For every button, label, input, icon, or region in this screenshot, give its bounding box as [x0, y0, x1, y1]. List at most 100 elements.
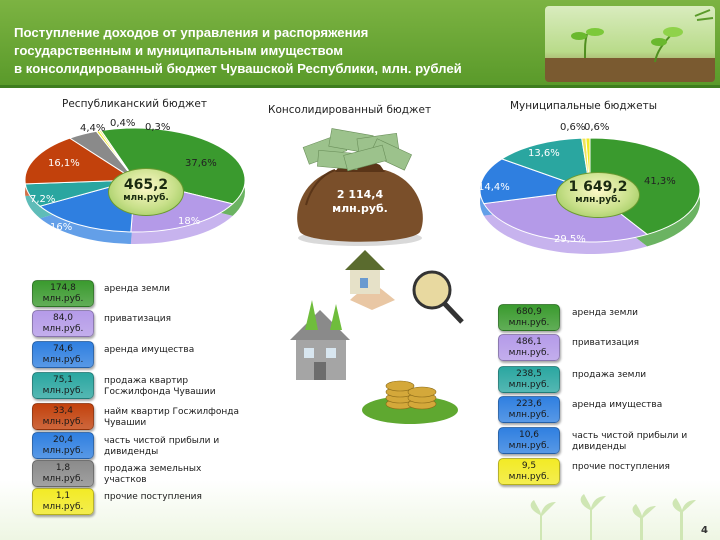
title-line-2: государственным и муниципальным имуществ…	[14, 43, 344, 58]
mun-tile-value: 238,5	[516, 369, 542, 379]
mun-value-tile: 9,5 млн.руб.	[498, 458, 560, 485]
rep-tile-unit: млн.руб.	[42, 324, 84, 334]
page-number: 4	[701, 525, 708, 536]
mun-value-tile: 10,6 млн.руб.	[498, 427, 560, 454]
rep-slice	[98, 130, 136, 181]
rep-value-tile: 1,1 млн.руб.	[32, 488, 94, 515]
mun-value-tile: 238,5 млн.руб.	[498, 366, 560, 393]
mun-tile-unit: млн.руб.	[508, 410, 550, 420]
seedling-illustration	[545, 9, 715, 82]
consolidated-amount: 2 114,4	[336, 188, 384, 201]
rep-slice	[24, 137, 137, 185]
mun-tile-value: 680,9	[516, 307, 542, 317]
rep-tile-value: 20,4	[52, 435, 74, 445]
rep-item-description: найм квартир Госжилфонда Чувашии	[104, 407, 240, 428]
rep-slice-label-0: 37,6%	[185, 158, 217, 169]
rep-item-description: приватизация	[104, 314, 172, 324]
rep-item-description: часть чистой прибыли и дивиденды	[104, 436, 220, 457]
mun-value-tile: 223,6 млн.руб.	[498, 396, 560, 423]
rep-value-tile: 84,0 млн.руб.	[32, 310, 94, 337]
republican-total-badge: 465,2 млн.руб.	[108, 168, 184, 216]
rep-value-tile: 1,8 млн.руб.	[32, 460, 94, 487]
rep-slice-label-2: 16%	[50, 222, 73, 233]
mun-value-tile: 680,9 млн.руб.	[498, 304, 560, 331]
rep-tile-value: 84,0	[52, 313, 74, 323]
title-line-3: в консолидированный бюджет Чувашской Рес…	[14, 61, 462, 76]
mun-item-description: приватизация	[572, 338, 640, 348]
rep-value-tile: 20,4 млн.руб.	[32, 432, 94, 459]
republican-budget-title: Республиканский бюджет	[62, 98, 208, 110]
municipal-total-badge: 1 649,2 млн.руб.	[556, 172, 640, 218]
coins-magnifier-icon	[412, 270, 464, 324]
rep-slice-label-1: 18%	[178, 216, 201, 227]
rep-item-description: прочие поступления	[104, 492, 202, 502]
mun-slice-label-2: 14,4%	[478, 182, 510, 193]
mun-value-tile: 486,1 млн.руб.	[498, 334, 560, 361]
mun-slice-label-1: 29,5%	[554, 234, 586, 245]
rep-item-description: продажа квартир Госжилфонда Чувашии	[104, 376, 216, 397]
rep-tile-unit: млн.руб.	[42, 417, 84, 427]
rep-item-description: продажа земельных участков	[104, 464, 202, 485]
rep-tile-unit: млн.руб.	[42, 355, 84, 365]
mun-tile-value: 10,6	[518, 430, 540, 440]
mun-slice	[500, 137, 591, 191]
mun-slice-label-4: 0,6%	[560, 122, 586, 133]
rep-value-tile: 33,4 млн.руб.	[32, 403, 94, 430]
rep-item-description: аренда земли	[104, 284, 170, 294]
rep-tile-unit: млн.руб.	[42, 474, 84, 484]
rep-slice-label-7: 0,3%	[145, 122, 171, 133]
footer-band: 4	[0, 480, 720, 540]
rep-tile-value: 75,1	[52, 375, 74, 385]
mun-tile-value: 223,6	[516, 399, 542, 409]
mun-item-description: аренда земли	[572, 308, 638, 318]
rep-tile-unit: млн.руб.	[42, 294, 84, 304]
money-bag-icon	[297, 128, 423, 246]
mun-tile-unit: млн.руб.	[508, 441, 550, 451]
seedling-photo	[545, 6, 715, 82]
house-in-hand-icon	[345, 250, 395, 310]
rep-tile-unit: млн.руб.	[42, 502, 84, 512]
mun-tile-unit: млн.руб.	[508, 472, 550, 482]
rep-slice-label-6: 0,4%	[110, 118, 136, 129]
mun-tile-value: 9,5	[521, 461, 537, 471]
municipal-budget-title: Муниципальные бюджеты	[510, 100, 657, 112]
mun-item-description: аренда имущества	[572, 400, 663, 410]
header-banner: Поступление доходов от управления и расп…	[0, 0, 720, 88]
mun-item-description: прочие поступления	[572, 462, 670, 472]
rep-tile-value: 1,8	[55, 463, 71, 473]
mun-tile-unit: млн.руб.	[508, 380, 550, 390]
rep-tile-unit: млн.руб.	[42, 386, 84, 396]
rep-value-tile: 75,1 млн.руб.	[32, 372, 94, 399]
coins-on-grass-icon	[362, 380, 458, 424]
mun-item-description: продажа земли	[572, 370, 647, 380]
mun-tile-value: 486,1	[516, 337, 542, 347]
mun-tile-unit: млн.руб.	[508, 318, 550, 328]
rep-value-tile: 174,8 млн.руб.	[32, 280, 94, 307]
republican-total-value: 465,2	[123, 177, 169, 193]
mun-tile-unit: млн.руб.	[508, 348, 550, 358]
rep-item-description: аренда имущества	[104, 345, 195, 355]
municipal-total-value: 1 649,2	[568, 179, 628, 195]
rep-slice-label-3: 7,2%	[30, 194, 56, 205]
rep-slice	[100, 127, 246, 205]
page-title: Поступление доходов от управления и расп…	[14, 24, 534, 78]
sprouts-decoration	[530, 494, 696, 540]
rep-tile-value: 74,6	[52, 344, 74, 354]
rep-tile-value: 1,1	[55, 491, 71, 501]
mun-slice-label-0: 41,3%	[644, 176, 676, 187]
mun-slice-label-5: 0,6%	[584, 122, 610, 133]
consolidated-unit: млн.руб.	[332, 202, 388, 215]
rep-tile-unit: млн.руб.	[42, 446, 84, 456]
rep-value-tile: 74,6 млн.руб.	[32, 341, 94, 368]
title-line-1: Поступление доходов от управления и расп…	[14, 25, 369, 40]
rep-slice-label-5: 4,4%	[80, 123, 106, 134]
municipal-total-unit: млн.руб.	[575, 195, 621, 205]
consolidated-budget-title: Консолидированный бюджет	[268, 104, 432, 116]
republican-total-unit: млн.руб.	[123, 193, 169, 203]
rep-tile-value: 174,8	[50, 283, 76, 293]
rep-slice-label-4: 16,1%	[48, 158, 80, 169]
rep-tile-value: 33,4	[52, 406, 74, 416]
house-icon	[290, 300, 350, 380]
mun-slice-label-3: 13,6%	[528, 148, 560, 159]
